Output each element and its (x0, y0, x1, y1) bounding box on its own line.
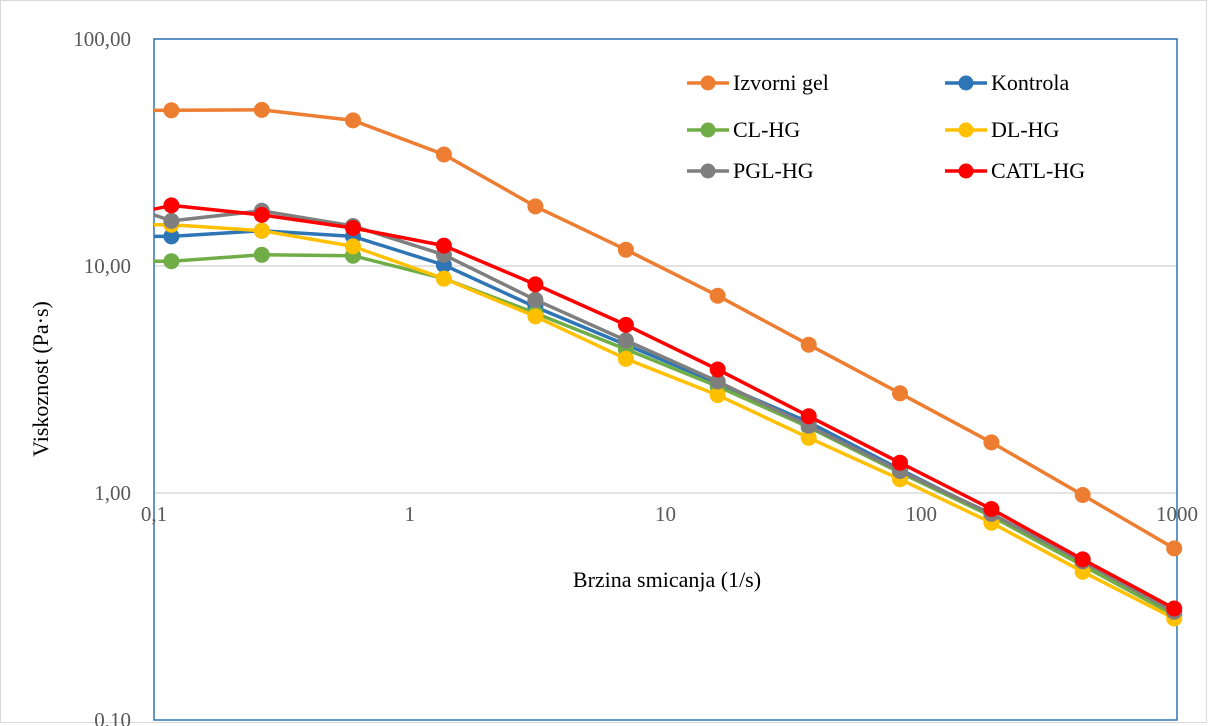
data-point (892, 454, 908, 471)
legend-item: Izvorni gel (687, 70, 829, 95)
legend-item: CL-HG (687, 117, 800, 142)
y-tick-label: 0,10 (94, 708, 131, 726)
data-point (617, 350, 634, 367)
x-axis-title: Brzina smicanja (1/s) (573, 567, 761, 592)
grid-layer (154, 38, 1177, 494)
data-point (709, 387, 726, 404)
data-point (983, 501, 1000, 517)
data-point (800, 336, 817, 353)
data-point (709, 287, 726, 304)
y-tick-label: 1,00 (94, 481, 131, 505)
data-point (527, 198, 544, 215)
series-kontrola (153, 222, 1183, 623)
x-tick-label: 1000 (1156, 502, 1198, 526)
data-point (800, 408, 817, 425)
data-point (617, 316, 634, 333)
legend-label: CATL-HG (991, 158, 1085, 183)
legend-label: Izvorni gel (733, 70, 829, 95)
data-point (527, 308, 544, 325)
legend-item: DL-HG (945, 117, 1060, 142)
series-izvorni-gel (153, 101, 1183, 557)
legend-item: Kontrola (945, 70, 1069, 95)
data-point (709, 361, 726, 378)
series-line (153, 253, 1176, 617)
data-point (163, 102, 180, 119)
data-point (617, 332, 634, 349)
legend-marker (958, 163, 974, 179)
series-line (153, 209, 1176, 614)
x-tick-label: 100 (906, 502, 938, 526)
data-point (1074, 487, 1091, 503)
data-point (983, 434, 1000, 451)
data-point (435, 237, 452, 254)
legend-marker (958, 75, 974, 91)
data-point (527, 291, 544, 308)
data-point (617, 241, 634, 258)
series-layer (153, 101, 1183, 627)
tick-label-layer: 0,10 1,00 10,00 100,00 0,1 1 10 100 1000 (73, 27, 1198, 726)
data-point (1074, 551, 1091, 568)
legend-marker (700, 163, 716, 179)
legend-label: DL-HG (991, 117, 1060, 142)
data-point (345, 220, 361, 236)
legend-label: PGL-HG (733, 158, 814, 183)
data-point (253, 101, 270, 118)
data-point (345, 238, 361, 255)
legend-label: CL-HG (733, 117, 800, 142)
x-tick-label: 1 (405, 502, 416, 526)
data-point (163, 253, 180, 270)
plot-area-border (153, 38, 1178, 721)
data-point (253, 206, 270, 223)
legend-item: CATL-HG (945, 158, 1085, 183)
data-point (892, 385, 908, 402)
series-line (153, 228, 1176, 617)
data-point (527, 276, 544, 293)
series-catl-hg (153, 197, 1183, 617)
y-tick-label: 10,00 (84, 254, 131, 278)
data-point (435, 146, 452, 163)
data-point (253, 246, 270, 263)
x-tick-label: 10 (655, 502, 676, 526)
series-line (153, 222, 1175, 621)
data-point (253, 222, 270, 239)
data-point (1166, 600, 1183, 617)
data-point (1166, 540, 1183, 557)
legend-marker (700, 75, 716, 91)
x-tick-label: 0,1 (141, 502, 167, 526)
legend-label: Kontrola (991, 70, 1069, 95)
data-point (163, 212, 180, 229)
legend-item: PGL-HG (687, 158, 814, 183)
y-axis-title: Viskoznost (Pa·s) (28, 301, 53, 457)
series-dl-hg (153, 216, 1183, 627)
data-point (163, 197, 180, 214)
legend-marker (958, 122, 974, 138)
y-tick-label: 100,00 (73, 27, 131, 51)
data-point (435, 270, 452, 287)
data-point (345, 112, 361, 129)
legend: Izvorni gel Kontrola CL-HG DL-HG PGL-HG CATL-… (687, 70, 1085, 183)
legend-marker (700, 122, 716, 138)
